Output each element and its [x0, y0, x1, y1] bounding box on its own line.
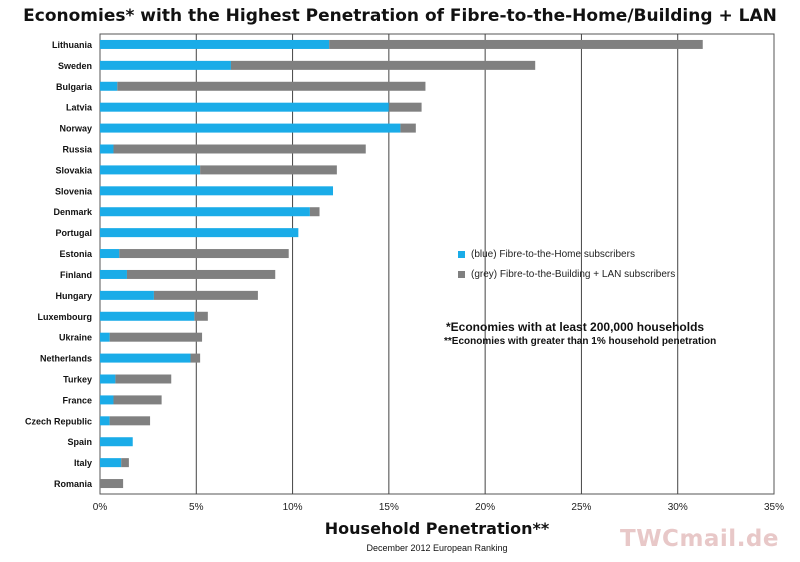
bar-fibre-to-building-lan — [121, 458, 129, 468]
y-category-label: Norway — [59, 124, 92, 134]
bar-fibre-to-home — [100, 249, 120, 259]
bar-fibre-to-building-lan — [190, 353, 201, 363]
y-category-label: Slovenia — [55, 186, 93, 196]
x-tick-label: 15% — [379, 502, 399, 513]
chart-title: Economies* with the Highest Penetration … — [23, 6, 777, 26]
bar-fibre-to-home — [100, 144, 114, 154]
bar-fibre-to-building-lan — [230, 60, 536, 70]
legend-swatch-grey — [458, 271, 465, 278]
bar-fibre-to-building-lan — [194, 311, 208, 321]
plot-area — [99, 33, 775, 495]
bar-fibre-to-home — [100, 332, 110, 342]
y-category-label: Lithuania — [52, 40, 93, 50]
bar-fibre-to-home — [100, 458, 122, 468]
y-category-label: Portugal — [55, 228, 92, 238]
legend-label-ftb: (grey) Fibre-to-the-Building + LAN subsc… — [471, 269, 676, 280]
annotation-households: *Economies with at least 200,000 househo… — [446, 320, 705, 334]
bar-fibre-to-home — [100, 353, 191, 363]
bar-fibre-to-building-lan — [388, 102, 422, 112]
x-tick-label: 5% — [189, 502, 204, 513]
bar-fibre-to-home — [100, 228, 299, 238]
y-category-label: Luxembourg — [37, 312, 92, 322]
y-category-label: Czech Republic — [25, 416, 92, 426]
y-category-label: Spain — [67, 437, 92, 447]
bar-fibre-to-building-lan — [113, 395, 162, 405]
bar-fibre-to-home — [100, 311, 195, 321]
watermark-logo: TWCmail.de — [620, 526, 779, 552]
legend-label-fth: (blue) Fibre-to-the-Home subscribers — [471, 249, 635, 260]
x-tick-label: 30% — [668, 502, 688, 513]
bar-fibre-to-home — [100, 186, 334, 196]
bar-fibre-to-home — [100, 395, 114, 405]
y-category-label: Russia — [62, 145, 93, 155]
x-axis-label: Household Penetration** — [324, 519, 550, 538]
bar-fibre-to-building-lan — [126, 269, 276, 279]
x-tick-label: 20% — [475, 502, 495, 513]
y-category-label: Sweden — [58, 61, 92, 71]
bar-fibre-to-building-lan — [309, 207, 320, 217]
legend-swatch-blue — [458, 251, 465, 258]
y-category-label: Denmark — [53, 207, 93, 217]
y-category-label: Finland — [60, 270, 92, 280]
bar-fibre-to-building-lan — [115, 374, 172, 384]
bar-fibre-to-home — [100, 269, 127, 279]
bar-fibre-to-building-lan — [109, 332, 203, 342]
y-category-label: Estonia — [59, 249, 93, 259]
bar-fibre-to-building-lan — [153, 290, 258, 300]
y-category-label: Bulgaria — [56, 82, 93, 92]
bar-fibre-to-home — [100, 123, 401, 133]
y-category-label: Turkey — [63, 375, 92, 385]
bar-fibre-to-home — [100, 437, 133, 447]
bar-fibre-to-building-lan — [109, 416, 151, 426]
bar-fibre-to-home — [100, 102, 389, 112]
y-category-label: Netherlands — [40, 354, 92, 364]
y-category-label: Italy — [74, 458, 92, 468]
y-category-label: Romania — [54, 479, 93, 489]
bar-fibre-to-home — [100, 39, 330, 49]
bar-fibre-to-building-lan — [400, 123, 416, 133]
bar-fibre-to-home — [100, 165, 201, 175]
x-tick-label: 0% — [93, 502, 108, 513]
bar-fibre-to-home — [100, 207, 310, 217]
bar-fibre-to-building-lan — [100, 479, 124, 489]
annotation-penetration: **Economies with greater than 1% househo… — [444, 336, 717, 347]
y-category-label: Ukraine — [59, 333, 92, 343]
y-category-label: Hungary — [55, 291, 92, 301]
bar-fibre-to-building-lan — [329, 39, 703, 49]
bar-fibre-to-home — [100, 60, 231, 70]
y-category-label: Latvia — [66, 103, 93, 113]
bar-fibre-to-building-lan — [200, 165, 337, 175]
bar-fibre-to-home — [100, 416, 110, 426]
bar-fibre-to-building-lan — [119, 249, 289, 259]
legend-item-fth: (blue) Fibre-to-the-Home subscribers — [458, 249, 635, 260]
bar-fibre-to-home — [100, 81, 118, 91]
chart-subtitle: December 2012 European Ranking — [366, 543, 508, 553]
y-category-label: Slovakia — [55, 165, 93, 175]
x-tick-label: 25% — [571, 502, 591, 513]
bar-fibre-to-home — [100, 290, 154, 300]
legend-item-ftb: (grey) Fibre-to-the-Building + LAN subsc… — [458, 269, 675, 280]
x-tick-label: 35% — [764, 502, 784, 513]
bar-fibre-to-building-lan — [113, 144, 366, 154]
bar-fibre-to-home — [100, 374, 116, 384]
x-tick-label: 10% — [283, 502, 303, 513]
bar-fibre-to-building-lan — [117, 81, 426, 91]
y-category-label: France — [62, 395, 92, 405]
